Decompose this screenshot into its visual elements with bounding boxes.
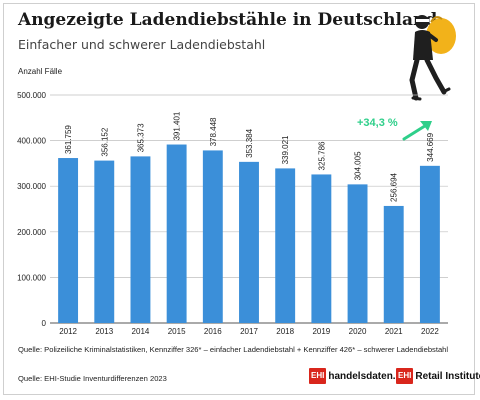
bar-value-label: 339.021 [281, 135, 290, 164]
y-tick-label: 200.000 [17, 228, 46, 237]
growth-annotation: +34,3 % [357, 117, 398, 129]
x-tick-label: 2019 [312, 327, 330, 336]
bar [94, 160, 115, 323]
bar-value-label: 356.152 [100, 127, 109, 156]
ehi-badge: EHI [309, 368, 327, 384]
bar-value-label: 325.786 [317, 141, 326, 170]
y-tick-label: 0 [42, 319, 47, 328]
bar-value-label: 361.759 [64, 125, 73, 154]
handelsdaten-text: handelsdaten.de [328, 370, 408, 382]
chart-title: Angezeigte Ladendiebstähle in Deutschlan… [18, 10, 438, 30]
bar [166, 144, 187, 323]
y-tick-label: 500.000 [17, 91, 46, 100]
x-tick-label: 2020 [349, 327, 367, 336]
y-tick-label: 400.000 [17, 137, 46, 146]
bar [202, 150, 223, 323]
chart-subtitle: Einfacher und schwerer Ladendiebstahl [18, 37, 266, 52]
x-tick-label: 2013 [95, 327, 113, 336]
ehi-retail-institute-logo[interactable]: EHI Retail Institute [396, 368, 480, 384]
handelsdaten-logo[interactable]: EHI handelsdaten.de [309, 368, 407, 384]
x-tick-label: 2012 [59, 327, 77, 336]
bar [239, 161, 259, 323]
ehi-badge: EHI [396, 368, 414, 384]
y-tick-label: 300.000 [17, 182, 46, 191]
bar-value-label: 353.384 [245, 128, 254, 157]
bar [130, 156, 151, 323]
x-tick-label: 2022 [421, 327, 439, 336]
bar [347, 184, 368, 323]
x-tick-label: 2015 [168, 327, 186, 336]
growth-arrow-head [420, 121, 432, 131]
bar-value-label: 304.005 [354, 151, 363, 180]
bar [275, 168, 296, 323]
x-tick-label: 2018 [276, 327, 294, 336]
study-source-note: Quelle: EHI-Studie Inventurdifferenzen 2… [18, 374, 167, 383]
bar-value-label: 378.448 [209, 117, 218, 146]
chart-frame [3, 3, 475, 395]
growth-arrow [402, 122, 430, 141]
bar [383, 205, 404, 323]
bar-value-label: 391.401 [173, 111, 182, 140]
x-tick-label: 2017 [240, 327, 258, 336]
x-tick-label: 2016 [204, 327, 222, 336]
thief-with-bag-icon [409, 15, 456, 101]
bar-value-label: 365.373 [136, 123, 145, 152]
bar-value-label: 344.669 [426, 132, 435, 161]
x-tick-label: 2021 [385, 327, 403, 336]
bar [58, 158, 79, 323]
bar [419, 165, 440, 323]
bar-value-label: 256.694 [390, 172, 399, 201]
y-axis-label: Anzahl Fälle [18, 67, 63, 76]
retail-institute-text: Retail Institute [415, 370, 480, 382]
bar [311, 174, 332, 323]
y-tick-label: 100.000 [17, 273, 46, 282]
x-tick-label: 2014 [132, 327, 150, 336]
source-note: Quelle: Polizeiliche Kriminalstatistiken… [18, 345, 449, 354]
